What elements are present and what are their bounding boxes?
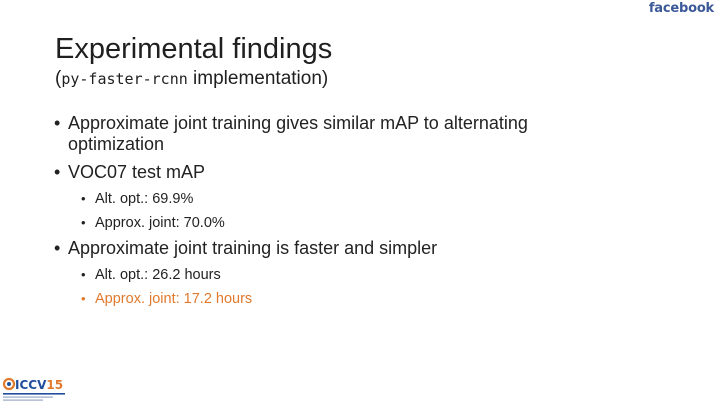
slide-subtitle: (py-faster-rcnn implementation) — [55, 68, 328, 90]
voc07-sub-list: Alt. opt.: 69.9% Approx. joint: 70.0% — [54, 190, 654, 232]
sub-bullet-approx-joint-map: Approx. joint: 70.0% — [54, 214, 654, 232]
sub-bullet-approx-joint-hours: Approx. joint: 17.2 hours — [54, 290, 654, 308]
facebook-logo-text: facebook — [648, 1, 714, 16]
iccv15-logo-text: ICCV15 — [15, 378, 63, 392]
bullet-voc07-map: VOC07 test mAP — [54, 162, 654, 183]
sub-bullet-alt-opt-map: Alt. opt.: 69.9% — [54, 190, 654, 208]
facebook-logo: facebook — [649, 1, 714, 16]
iccv-emblem-icon — [2, 377, 16, 391]
bullet-list: Approximate joint training gives similar… — [54, 113, 654, 314]
training-time-sub-list: Alt. opt.: 26.2 hours Approx. joint: 17.… — [54, 266, 654, 308]
subtitle-code: py-faster-rcnn — [61, 70, 188, 88]
bullet-joint-training-map: Approximate joint training gives similar… — [54, 113, 588, 155]
subtitle-rest: implementation) — [187, 68, 329, 89]
subtitle-paren: ( — [55, 68, 62, 89]
iccv15-logo: ICCV15 — [2, 375, 72, 403]
bullet-faster-simpler: Approximate joint training is faster and… — [54, 238, 654, 259]
sub-bullet-alt-opt-hours: Alt. opt.: 26.2 hours — [54, 266, 654, 284]
slide-title: Experimental findings — [55, 33, 333, 65]
